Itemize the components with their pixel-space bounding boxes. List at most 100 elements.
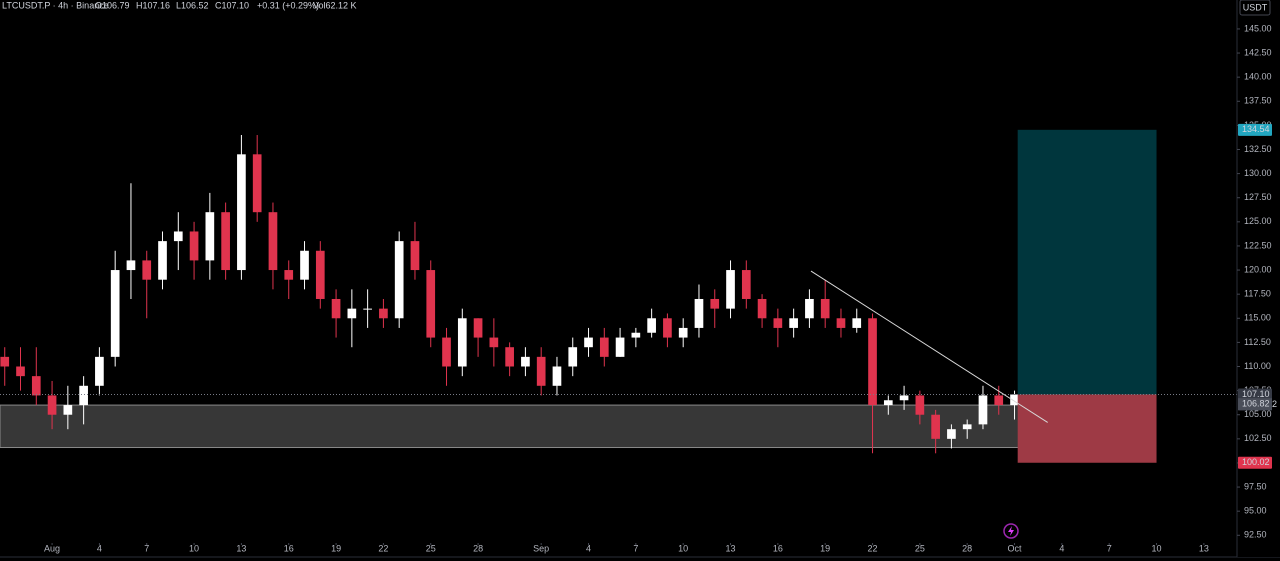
x-tick-label: 13 [1199, 543, 1209, 553]
candle-body [394, 241, 404, 319]
y-tick-label: 97.50 [1244, 481, 1267, 491]
candle-body [615, 337, 625, 357]
candle-body [994, 395, 1004, 406]
candle-body [931, 414, 940, 439]
candle-body [63, 405, 73, 415]
candle-body [584, 337, 593, 348]
support-zone [0, 404, 1156, 449]
candle-body [852, 318, 862, 328]
position-loss [1017, 394, 1157, 463]
x-tick-label: 19 [331, 543, 341, 553]
x-tick-label: 10 [1152, 543, 1162, 553]
x-tick-label: 25 [915, 543, 925, 553]
candle-body [189, 231, 199, 261]
open-value: O106.79 [95, 0, 130, 10]
y-tick-label: 102.50 [1244, 433, 1272, 443]
target-badge [1238, 123, 1272, 136]
y-tick-label: 112.50 [1244, 337, 1271, 347]
candle-body [899, 395, 909, 401]
candle-body [158, 241, 167, 280]
y-tick-label: 140.00 [1244, 72, 1272, 82]
candle-body [331, 298, 341, 319]
candle-body [505, 347, 514, 367]
candle-body [315, 250, 325, 299]
plot-area [0, 129, 1237, 463]
y-tick-label: 115.00 [1244, 313, 1271, 323]
x-tick-label: 4 [1059, 543, 1064, 553]
stop-badge [1238, 456, 1272, 469]
candle-body [284, 270, 294, 280]
change-value: +0.31 (+0.29%) [257, 0, 319, 10]
candle-body [947, 429, 956, 439]
event-icon[interactable] [1003, 523, 1019, 539]
x-tick-label: 19 [820, 543, 830, 553]
y-tick-label: 145.00 [1244, 23, 1272, 33]
candle-body [268, 212, 278, 271]
candle-body [868, 318, 877, 406]
candle-body [836, 318, 846, 328]
x-tick-label: 4 [97, 543, 102, 553]
y-tick-label: 105.00 [1244, 409, 1272, 419]
candle-body [568, 347, 578, 367]
candle-body [363, 308, 372, 310]
y-tick-label: 127.50 [1244, 192, 1272, 202]
x-tick-label: 16 [773, 543, 783, 553]
x-tick-label: 7 [633, 543, 638, 553]
x-tick-label: 13 [726, 543, 736, 553]
y-tick-label: 110.00 [1244, 361, 1271, 371]
candle-body [205, 212, 215, 261]
candle-body [347, 308, 357, 319]
currency-button[interactable] [1239, 0, 1271, 16]
candle-body [31, 376, 41, 396]
candle-body [489, 337, 499, 348]
candle-body [126, 260, 136, 271]
candle-body [663, 318, 672, 338]
candle-body [631, 332, 641, 338]
x-tick-label: 22 [378, 543, 388, 553]
x-tick-label: Oct [1008, 543, 1023, 553]
x-tick-label: 16 [284, 543, 294, 553]
y-tick-label: 117.50 [1244, 289, 1271, 299]
candle-body [915, 395, 925, 415]
y-tick-label: 130.00 [1244, 168, 1272, 178]
candle-body [773, 318, 783, 328]
candle-body [552, 366, 562, 386]
candle-body [142, 260, 152, 280]
candle-body [47, 395, 57, 415]
candle-body [410, 241, 420, 271]
x-tick-label: 25 [426, 543, 436, 553]
volume-value: Vol62.12 K [313, 0, 357, 10]
x-tick-label: Aug [44, 543, 60, 553]
position-profit [1017, 129, 1157, 395]
candle-body [1010, 394, 1019, 406]
candle-body [300, 250, 309, 280]
candle-body [95, 356, 104, 386]
candle-body [883, 400, 893, 406]
target-label: 134.54 [1242, 124, 1270, 134]
candle-body [252, 154, 262, 213]
header: LTCUSDT.P · 4h · Binance O106.79 H107.16… [2, 0, 357, 10]
y-tick-label: 132.50 [1244, 144, 1272, 154]
y-tick-label: 92.50 [1244, 530, 1267, 540]
candle-body [173, 231, 183, 242]
low-value: L106.52 [176, 0, 209, 10]
candle-body [221, 212, 230, 271]
candle-body [757, 298, 767, 319]
symbol-title: LTCUSDT.P · 4h · Binance [2, 0, 109, 10]
last-price-label: 107.10 [1242, 389, 1270, 399]
x-tick-label: 22 [868, 543, 878, 553]
candle-body [426, 270, 436, 338]
y-tick-label: 137.50 [1244, 96, 1272, 106]
event-icon-bolt [1008, 526, 1014, 536]
x-tick-label: 28 [962, 543, 972, 553]
x-tick-label: 28 [473, 543, 483, 553]
mark-price-label: 106.82 [1242, 399, 1270, 409]
y-tick-label: 142.50 [1244, 47, 1272, 57]
candle-body [820, 298, 830, 319]
stop-label: 100.02 [1242, 457, 1270, 467]
y-tick-label: 125.00 [1244, 216, 1272, 226]
price-axis: 92.5095.0097.50100.00102.50105.00107.501… [1236, 0, 1280, 557]
event-icon-ring [1003, 523, 1019, 539]
